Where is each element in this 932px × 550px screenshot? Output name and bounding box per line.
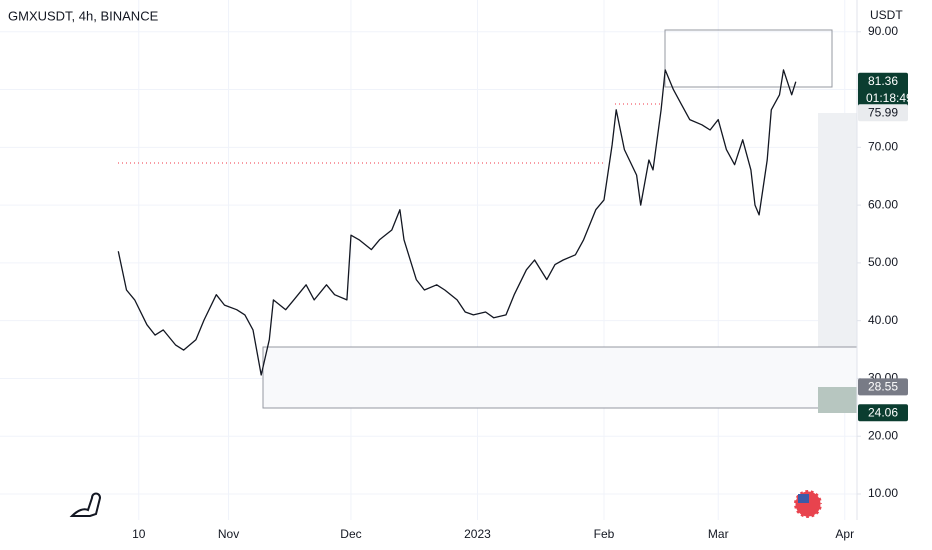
logo xyxy=(69,492,102,517)
price-line xyxy=(117,69,797,376)
x-tick-label: Dec xyxy=(340,527,361,541)
flag-icon[interactable] xyxy=(792,488,824,520)
price-tag xyxy=(858,378,908,396)
logo-shape xyxy=(69,492,102,517)
y-tick-label: 70.00 xyxy=(868,140,898,154)
countdown: 01:18:49 xyxy=(866,91,913,105)
zone-box xyxy=(664,29,833,88)
price-tag xyxy=(858,104,908,122)
y-tick-label: 50.00 xyxy=(868,255,898,269)
flag-stripes[interactable] xyxy=(792,488,824,520)
x-tick-label: 10 xyxy=(132,527,146,541)
axis-unit: USDT xyxy=(870,8,903,22)
x-tick-label: Feb xyxy=(594,527,615,541)
range-highlight xyxy=(818,387,857,413)
y-tick-label: 90.00 xyxy=(868,24,898,38)
marks xyxy=(117,69,797,376)
y-tick-label: 40.00 xyxy=(868,313,898,327)
zone-box xyxy=(262,346,858,409)
price-tag xyxy=(858,72,908,109)
price-tag-label: 75.99 xyxy=(868,105,898,119)
y-tick-label: 20.00 xyxy=(868,428,898,442)
flag-canton[interactable] xyxy=(798,494,809,503)
y-tick-label: 60.00 xyxy=(868,197,898,211)
price-tag-label: 81.36 xyxy=(868,74,898,88)
x-tick-label: Nov xyxy=(218,527,239,541)
x-tick-label: Apr xyxy=(835,527,854,541)
price-tag-label: 24.06 xyxy=(868,405,898,419)
chart-title: GMXUSDT, 4h, BINANCE xyxy=(8,8,159,23)
x-tick-label: 2023 xyxy=(464,527,491,541)
grid xyxy=(0,0,857,520)
price-tag-label: 28.55 xyxy=(868,379,898,393)
x-tick-label: Mar xyxy=(708,527,729,541)
y-tick-label: 10.00 xyxy=(868,486,898,500)
price-tag xyxy=(858,404,908,422)
